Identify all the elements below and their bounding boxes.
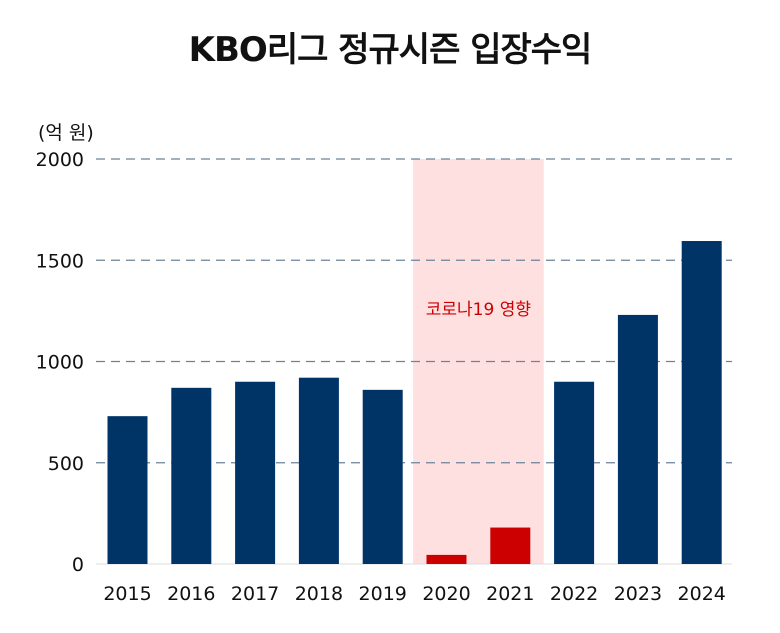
x-tick-label-2015: 2015 <box>103 583 151 605</box>
bar-2024 <box>681 241 722 564</box>
x-tick-label-2020: 2020 <box>422 583 470 605</box>
bar-2020 <box>426 554 467 564</box>
chart-title: KBO리그 정규시즌 입장수익 <box>188 30 593 70</box>
bar-2022 <box>554 381 595 564</box>
bar-2017 <box>235 381 276 564</box>
x-tick-label-2022: 2022 <box>550 583 598 605</box>
x-tick-label-2018: 2018 <box>295 583 343 605</box>
bar-2018 <box>298 377 339 564</box>
bar-2016 <box>171 387 212 564</box>
x-tick-label-2017: 2017 <box>231 583 279 605</box>
y-tick-label-1500: 1500 <box>36 250 84 272</box>
y-tick-label-500: 500 <box>48 453 84 475</box>
x-tick-label-2019: 2019 <box>359 583 407 605</box>
y-tick-label-2000: 2000 <box>36 149 84 171</box>
y-axis-unit-label: (억 원) <box>38 122 94 144</box>
bar-2023 <box>617 314 658 564</box>
y-tick-label-0: 0 <box>72 554 84 576</box>
y-tick-label-1000: 1000 <box>36 352 84 374</box>
bar-2019 <box>362 389 403 564</box>
bar-2015 <box>107 416 148 564</box>
bar-2021 <box>490 527 531 564</box>
x-tick-label-2016: 2016 <box>167 583 215 605</box>
covid-annotation: 코로나19 영향 <box>426 300 531 320</box>
x-tick-label-2024: 2024 <box>678 583 726 605</box>
x-tick-label-2021: 2021 <box>486 583 534 605</box>
x-tick-label-2023: 2023 <box>614 583 662 605</box>
